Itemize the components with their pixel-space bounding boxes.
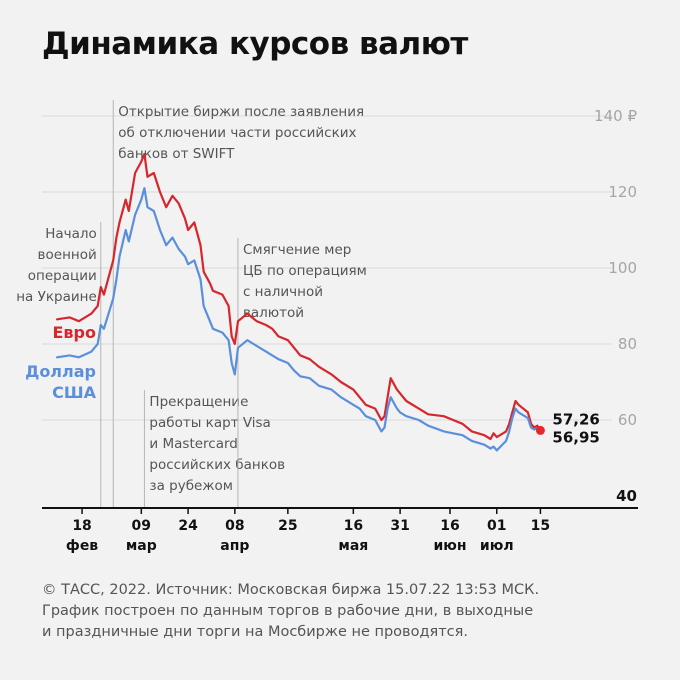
x-tick-day: 08 [225,518,244,534]
x-tick-month: фев [66,538,98,554]
x-tick-month: мар [126,538,157,554]
y-tick-label: 40 [616,487,637,505]
annotation-text: Открытие биржи после заявления [118,104,364,120]
series-line-euro [55,152,542,441]
footer-line-1: © ТАСС, 2022. Источник: Московская биржа… [42,582,540,598]
gridlines: 140 ₽ 120 100 80 60 40 [42,107,637,505]
annotation-text: Прекращение [149,394,248,410]
legend: Евро Доллар США [25,323,97,402]
x-tick-day: 09 [132,518,151,534]
y-tick-label: 100 [608,259,637,277]
end-value-usd: 56,95 [552,428,599,446]
annotations: Начало военной операции на Украине Открытие … [16,100,367,508]
annotation-text: операции [28,268,97,284]
annotation-text: военной [38,247,97,263]
x-tick-day: 16 [344,518,363,534]
annotation-text: российских банков [149,457,285,473]
x-tick-day: 18 [72,518,91,534]
annotation-text: с наличной [243,284,323,300]
annotation-text: работы карт Visa [149,415,270,431]
annotation-text: за рубежом [149,478,233,494]
x-tick-month: июл [480,538,514,554]
annotation-text: об отключении части российских [118,125,356,141]
annotation-text: ЦБ по операциям [243,263,367,279]
x-tick-day: 25 [278,518,297,534]
chart-title: Динамика курсов валют [42,26,468,62]
annotation-text: Смягчение мер [243,242,351,258]
y-tick-label: 140 ₽ [594,107,637,125]
footer-line-2: График построен по данным торгов в рабоч… [42,603,534,619]
y-tick-label: 60 [618,411,637,429]
legend-euro: Евро [53,323,97,342]
y-tick-label: 120 [608,183,637,201]
x-axis: 18 фев 09 мар 24 08 апр 25 16 мая 31 16 июн 01 июл 15 [42,507,638,554]
annotation-text: на Украине [16,289,97,305]
legend-usd: Доллар [25,362,96,381]
annotation-text: и Mastercard [149,436,237,452]
annotation-text: валютой [243,305,304,321]
x-tick-month: мая [338,538,368,554]
footer-line-3: и праздничные дни торги на Мосбирже не п… [42,624,468,640]
x-tick-day: 24 [178,518,198,534]
footer-note: © ТАСС, 2022. Источник: Московская биржа… [42,580,662,643]
legend-usd: США [52,383,97,402]
x-tick-day: 16 [440,518,459,534]
x-tick-month: июн [433,538,466,554]
x-tick-day: 01 [487,518,506,534]
x-tick-day: 15 [531,518,550,534]
end-point-marker [535,425,545,435]
x-tick-month: апр [220,538,249,554]
end-value-euro: 57,26 [552,410,599,428]
x-tick-day: 31 [390,518,409,534]
y-tick-label: 80 [618,335,637,353]
annotation-text: банков от SWIFT [118,146,235,162]
series-line-usd [55,187,542,452]
annotation-text: Начало [45,226,97,242]
